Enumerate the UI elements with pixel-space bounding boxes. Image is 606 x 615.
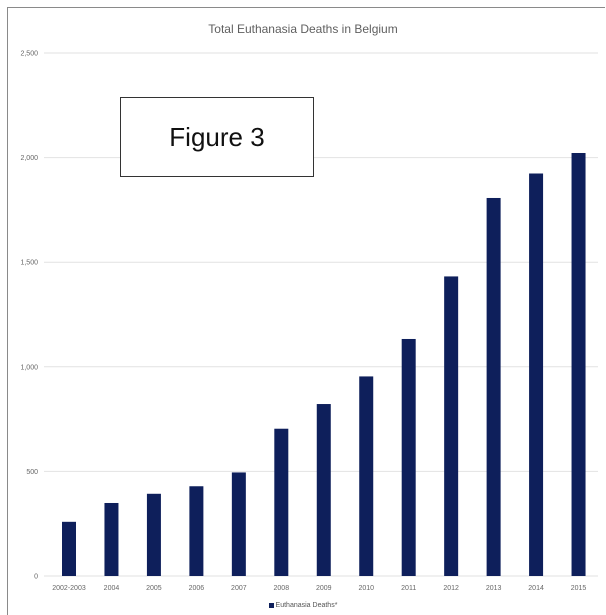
bar-2014: [529, 173, 544, 576]
x-tick-label: 2012: [443, 585, 459, 592]
x-tick-label: 2014: [528, 585, 544, 592]
x-tick-label: 2015: [571, 585, 587, 592]
x-tick-label: 2007: [231, 585, 247, 592]
x-tick-label: 2004: [104, 585, 120, 592]
bar-2005: [146, 493, 161, 576]
y-tick-label: 500: [26, 469, 38, 476]
y-tick-label: 2,000: [20, 155, 38, 162]
y-tick-label: 0: [34, 574, 38, 581]
x-tick-label: 2011: [401, 585, 416, 592]
figure-label-box: Figure 3: [120, 97, 314, 177]
x-tick-label: 2013: [486, 585, 502, 592]
legend-swatch: [268, 602, 274, 608]
x-tick-label: 2010: [358, 585, 374, 592]
x-tick-label: 2002-2003: [52, 585, 86, 592]
bar-2002-2003: [62, 521, 76, 576]
x-tick-label: 2009: [316, 585, 332, 592]
x-tick-label: 2006: [189, 585, 205, 592]
x-tick-label: 2008: [274, 585, 290, 592]
bar-2007: [231, 472, 246, 576]
bar-2009: [316, 404, 331, 576]
y-tick-label: 2,500: [20, 51, 38, 58]
chart-title: Total Euthanasia Deaths in Belgium: [208, 22, 398, 36]
chart-frame: [7, 7, 605, 615]
y-tick-label: 1,000: [20, 364, 38, 371]
bar-2015: [571, 152, 586, 576]
legend: Euthanasia Deaths*: [0, 602, 606, 609]
y-tick-label: 1,500: [20, 260, 38, 267]
bar-2011: [401, 338, 416, 576]
bar-2006: [189, 486, 204, 576]
bar-2008: [274, 428, 289, 576]
bar-2004: [104, 502, 119, 576]
legend-label: Euthanasia Deaths*: [275, 602, 338, 609]
bar-2010: [359, 376, 374, 576]
bar-2012: [444, 276, 459, 576]
figure-label: Figure 3: [169, 121, 265, 152]
bar-2013: [486, 197, 501, 577]
x-tick-label: 2005: [146, 585, 162, 592]
